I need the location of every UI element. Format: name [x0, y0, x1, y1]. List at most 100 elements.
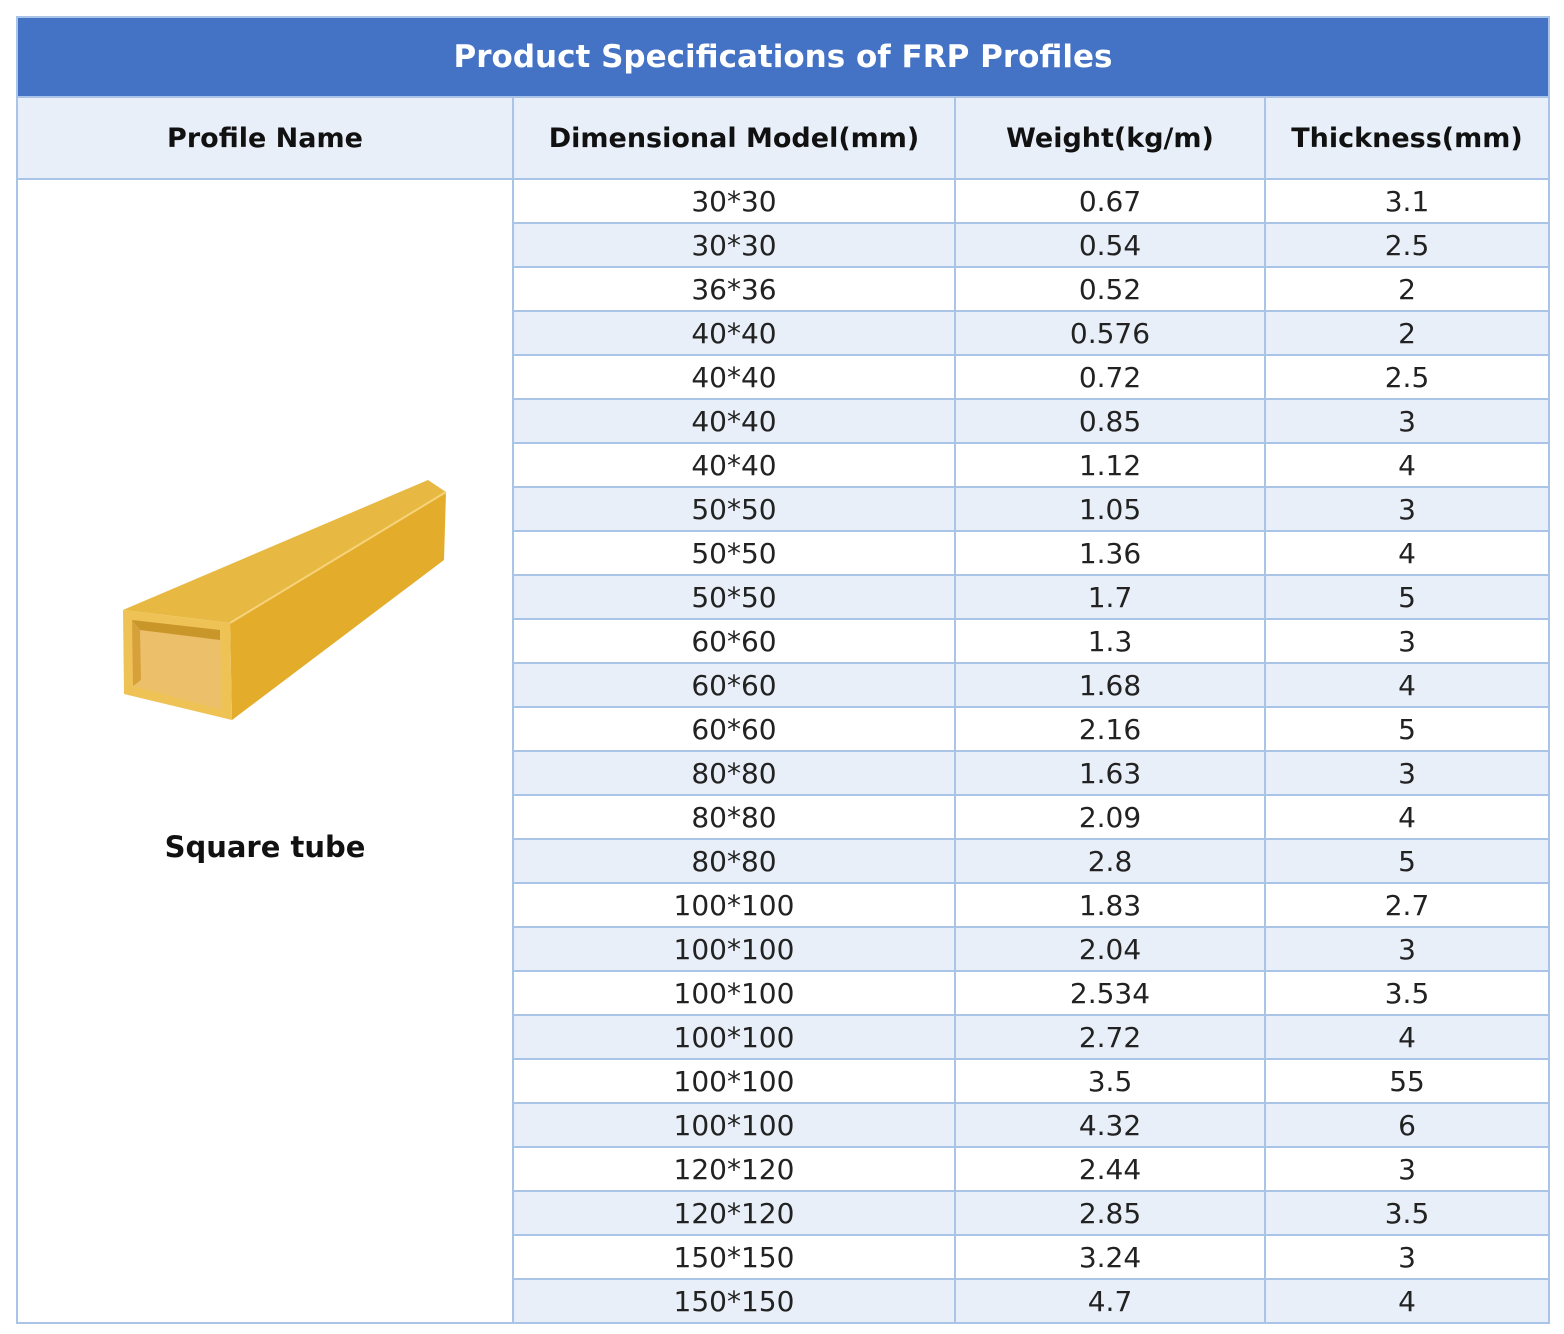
cell-dimensional-model: 80*80	[512, 838, 956, 884]
cell-dimensional-model: 60*60	[512, 618, 956, 664]
profile-cell: Square tube	[16, 178, 514, 1324]
cell-dimensional-model: 80*80	[512, 750, 956, 796]
cell-weight: 1.83	[954, 882, 1266, 928]
table-body: Square tube 30*30 0.67 3.1 30*30 0.54 2.5 36*36…	[16, 178, 1551, 1324]
title-row: Product Specifications of FRP Profiles	[15, 16, 1551, 98]
cell-thickness: 4	[1263, 662, 1551, 708]
cell-weight: 1.7	[954, 574, 1266, 620]
cell-dimensional-model: 150*150	[512, 1234, 956, 1280]
cell-thickness: 2.7	[1263, 882, 1551, 928]
cell-thickness: 6	[1263, 1102, 1551, 1148]
cell-weight: 1.63	[954, 750, 1266, 796]
cell-dimensional-model: 80*80	[512, 794, 956, 840]
table-row: 80*80 1.63 3	[17, 750, 1551, 796]
cell-weight: 2.09	[954, 794, 1266, 840]
table-title: Product Specifications of FRP Profiles	[15, 16, 1551, 98]
cell-thickness: 4	[1263, 442, 1551, 488]
cell-thickness: 55	[1263, 1058, 1551, 1104]
column-header-thickness: Thickness(mm)	[1263, 96, 1551, 180]
cell-weight: 2.534	[954, 970, 1266, 1016]
cell-dimensional-model: 150*150	[512, 1278, 956, 1324]
table-row: 100*100 1.83 2.7	[17, 882, 1551, 928]
cell-thickness: 3	[1263, 398, 1551, 444]
cell-dimensional-model: 120*120	[512, 1146, 956, 1192]
column-header-profile-name: Profile Name	[16, 96, 514, 180]
cell-thickness: 4	[1263, 1014, 1551, 1060]
cell-dimensional-model: 100*100	[512, 882, 956, 928]
header-row: Profile Name Dimensional Model(mm) Weigh…	[16, 96, 1551, 180]
cell-weight: 1.12	[954, 442, 1266, 488]
table-row: 50*50 1.36 4	[17, 530, 1551, 576]
table-row: 150*150 3.24 3	[17, 1234, 1551, 1280]
square-tube-image	[118, 480, 458, 730]
cell-weight: 4.32	[954, 1102, 1266, 1148]
table-row: 40*40 0.576 2	[17, 310, 1551, 356]
cell-dimensional-model: 30*30	[512, 178, 956, 224]
table-row: 36*36 0.52 2	[17, 266, 1551, 312]
cell-thickness: 3	[1263, 618, 1551, 664]
cell-weight: 0.67	[954, 178, 1266, 224]
cell-dimensional-model: 100*100	[512, 1102, 956, 1148]
cell-dimensional-model: 36*36	[512, 266, 956, 312]
cell-thickness: 2	[1263, 266, 1551, 312]
cell-thickness: 3	[1263, 486, 1551, 532]
cell-dimensional-model: 40*40	[512, 354, 956, 400]
cell-weight: 0.576	[954, 310, 1266, 356]
table-row: 120*120 2.44 3	[17, 1146, 1551, 1192]
table-row: 120*120 2.85 3.5	[17, 1190, 1551, 1236]
cell-dimensional-model: 120*120	[512, 1190, 956, 1236]
cell-thickness: 2.5	[1263, 222, 1551, 268]
cell-weight: 1.3	[954, 618, 1266, 664]
table-row: 100*100 2.72 4	[17, 1014, 1551, 1060]
cell-thickness: 4	[1263, 1278, 1551, 1324]
table-row: 60*60 1.3 3	[17, 618, 1551, 664]
cell-weight: 2.72	[954, 1014, 1266, 1060]
table-row: 100*100 2.534 3.5	[17, 970, 1551, 1016]
cell-weight: 2.44	[954, 1146, 1266, 1192]
cell-dimensional-model: 40*40	[512, 310, 956, 356]
table-row: 150*150 4.7 4	[17, 1278, 1551, 1324]
cell-weight: 1.68	[954, 662, 1266, 708]
table-row: 50*50 1.05 3	[17, 486, 1551, 532]
cell-thickness: 3	[1263, 1234, 1551, 1280]
spec-table: Product Specifications of FRP Profiles P…	[15, 16, 1551, 1324]
cell-dimensional-model: 100*100	[512, 926, 956, 972]
cell-dimensional-model: 100*100	[512, 970, 956, 1016]
cell-thickness: 3	[1263, 926, 1551, 972]
cell-thickness: 4	[1263, 530, 1551, 576]
profile-name: Square tube	[164, 830, 366, 864]
table-row: 60*60 2.16 5	[17, 706, 1551, 752]
cell-weight: 0.54	[954, 222, 1266, 268]
cell-dimensional-model: 40*40	[512, 442, 956, 488]
cell-thickness: 5	[1263, 574, 1551, 620]
cell-thickness: 4	[1263, 794, 1551, 840]
cell-weight: 4.7	[954, 1278, 1266, 1324]
table-row: 40*40 0.85 3	[17, 398, 1551, 444]
table-row: 80*80 2.09 4	[17, 794, 1551, 840]
table-row: 100*100 4.32 6	[17, 1102, 1551, 1148]
cell-weight: 0.52	[954, 266, 1266, 312]
cell-dimensional-model: 30*30	[512, 222, 956, 268]
table-row: 100*100 3.5 55	[17, 1058, 1551, 1104]
cell-weight: 2.85	[954, 1190, 1266, 1236]
cell-dimensional-model: 40*40	[512, 398, 956, 444]
cell-dimensional-model: 100*100	[512, 1014, 956, 1060]
cell-dimensional-model: 60*60	[512, 662, 956, 708]
cell-dimensional-model: 50*50	[512, 486, 956, 532]
cell-thickness: 3.5	[1263, 1190, 1551, 1236]
cell-thickness: 2.5	[1263, 354, 1551, 400]
cell-dimensional-model: 50*50	[512, 530, 956, 576]
cell-thickness: 2	[1263, 310, 1551, 356]
table-row: Square tube 30*30 0.67 3.1	[16, 178, 1551, 1324]
cell-thickness: 3.1	[1263, 178, 1551, 224]
cell-weight: 3.5	[954, 1058, 1266, 1104]
column-header-dimensional-model: Dimensional Model(mm)	[512, 96, 956, 180]
column-header-weight: Weight(kg/m)	[954, 96, 1266, 180]
cell-thickness: 3.5	[1263, 970, 1551, 1016]
cell-weight: 0.72	[954, 354, 1266, 400]
cell-dimensional-model: 100*100	[512, 1058, 956, 1104]
table-row: 100*100 2.04 3	[17, 926, 1551, 972]
cell-thickness: 3	[1263, 1146, 1551, 1192]
cell-thickness: 3	[1263, 750, 1551, 796]
cell-weight: 2.16	[954, 706, 1266, 752]
